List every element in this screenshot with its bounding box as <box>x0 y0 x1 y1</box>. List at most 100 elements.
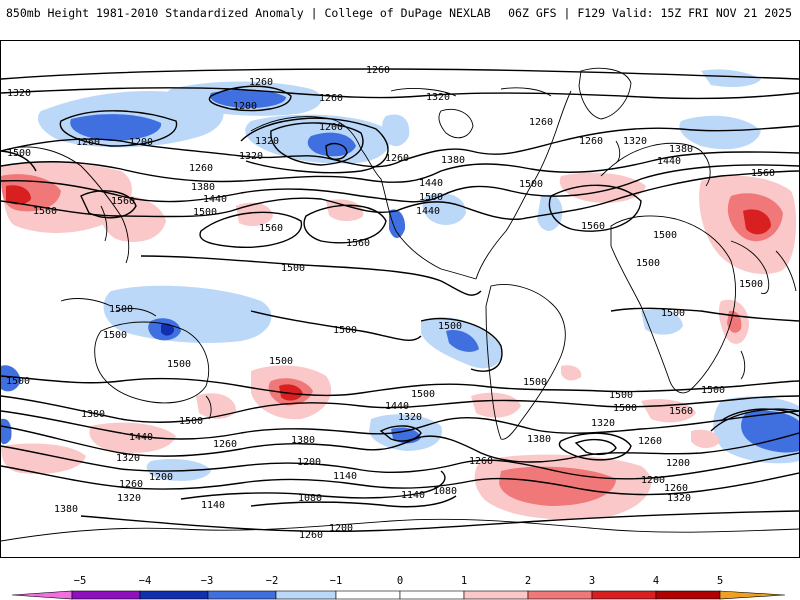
contour-label: 1320 <box>591 418 615 429</box>
anomaly-negative-west-edge-south <box>1 418 12 445</box>
colorbar-swatch-neg1 <box>275 590 337 600</box>
colorbar-tick-label: −3 <box>200 575 214 587</box>
contour-1380-nh <box>1 151 799 183</box>
contour-indian-low-2 <box>710 408 799 432</box>
anomaly-colorbar <box>11 590 786 600</box>
colorbar-tick-label: −1 <box>329 575 343 587</box>
contour-label: 1560 <box>751 168 775 179</box>
contour-label: 1500 <box>419 192 443 203</box>
contour-1560-pacific-high-east <box>303 204 387 244</box>
coastline-india <box>775 250 797 292</box>
contour-1500-east-pacific <box>420 317 503 372</box>
anomaly-positive-middle-east-peak <box>743 209 771 235</box>
contour-label: 1260 <box>249 77 273 88</box>
contour-label: 1380 <box>291 435 315 446</box>
contour-label: 1500 <box>7 148 31 159</box>
coastline-madagascar <box>740 350 746 380</box>
coastline-arctic-islands <box>390 87 552 97</box>
contour-1560-atlantic-high <box>548 184 642 232</box>
contour-label: 1260 <box>189 163 213 174</box>
contour-south-atlantic-low <box>558 432 632 461</box>
colorbar-swatch-pos4 <box>655 590 721 600</box>
contour-label: 1200 <box>149 472 173 483</box>
anomaly-negative-australia-north-core <box>161 323 175 336</box>
coastline-australia <box>94 321 210 404</box>
contour-1440-nh <box>1 164 799 203</box>
contour-label: 1320 <box>239 151 263 162</box>
coastline-greenland <box>578 67 632 120</box>
contour-label: 1320 <box>255 136 279 147</box>
contour-label: 1500 <box>411 389 435 400</box>
colorbar-tick-label: −2 <box>265 575 279 587</box>
anomaly-negative-us-central <box>422 193 466 225</box>
map-panel[interactable]: 1260 1320 1260 1200 1260 1200 1260 1320 … <box>0 40 800 558</box>
anomaly-negative-arctic-europe <box>701 69 761 87</box>
contour-label: 1140 <box>401 490 425 501</box>
contour-label: 1500 <box>636 258 660 269</box>
contour-label: 1500 <box>333 325 357 336</box>
contour-label: 1200 <box>641 475 665 486</box>
anomaly-positive-north-pacific <box>236 202 273 227</box>
contour-label: 1440 <box>419 178 443 189</box>
contour-label: 1500 <box>269 356 293 367</box>
coastline-hudson-bay <box>438 108 474 139</box>
anomaly-negative-indian-ocean <box>641 308 683 335</box>
contour-label: 1380 <box>527 434 551 445</box>
contour-labels: 1260 1320 1260 1200 1260 1200 1260 1320 … <box>6 65 775 541</box>
anomaly-negative-north-pacific-core <box>70 114 162 141</box>
colorbar-swatches <box>11 590 786 600</box>
contour-label: 1500 <box>179 416 203 427</box>
contour-pacific-low <box>379 425 422 442</box>
contour-label: 1500 <box>281 263 305 274</box>
colorbar-swatch-pos2 <box>527 590 593 600</box>
contour-1440-sh <box>1 395 799 423</box>
contour-label: 1560 <box>669 406 693 417</box>
contour-label: 1260 <box>299 530 323 541</box>
contour-1320-nh <box>1 125 799 168</box>
contour-label: 1380 <box>191 182 215 193</box>
contour-1200-alaska <box>270 122 364 166</box>
contour-label: 1200 <box>319 122 343 133</box>
contour-label: 1440 <box>129 432 153 443</box>
map-title: 850mb Height 1981-2010 Standardized Anom… <box>6 6 491 20</box>
contour-label: 1440 <box>385 401 409 412</box>
colorbar-swatch-neg3 <box>139 590 209 600</box>
contour-1200-north-pacific-low <box>208 85 292 112</box>
contour-label: 1260 <box>638 436 662 447</box>
anomaly-negative-southern-ocean-indian-core <box>741 410 799 453</box>
coastline-north-america-east <box>475 90 572 280</box>
contour-label: 1380 <box>81 409 105 420</box>
coastline-arabia <box>730 240 770 294</box>
anomaly-positive-north-pacific-east <box>326 199 364 222</box>
contour-label: 1260 <box>529 117 553 128</box>
anomaly-positive-atlantic-north <box>559 172 646 203</box>
coastline-east-asia <box>1 146 130 264</box>
contour-label: 1500 <box>519 179 543 190</box>
colorbar-swatch-zero-pos <box>399 590 465 600</box>
contour-label: 1440 <box>203 194 227 205</box>
colorbar-swatch-pos3 <box>591 590 657 600</box>
model-run-valid-time: 06Z GFS | F129 Valid: 15Z FRI NOV 21 202… <box>508 6 792 20</box>
contour-label: 1440 <box>416 206 440 217</box>
contour-label: 1500 <box>103 330 127 341</box>
height-contours <box>1 68 799 533</box>
contour-label: 1560 <box>259 223 283 234</box>
contour-label: 1560 <box>33 206 57 217</box>
contour-label: 1500 <box>523 377 547 388</box>
anomaly-positive-siberia-west-peak <box>6 185 31 205</box>
contour-label: 1260 <box>469 456 493 467</box>
colorbar-swatch-pos1 <box>463 590 529 600</box>
contour-indian-low <box>720 408 799 422</box>
contour-label: 1320 <box>667 493 691 504</box>
contour-label: 1200 <box>666 458 690 469</box>
contour-label: 1320 <box>426 92 450 103</box>
contour-label: 1320 <box>7 88 31 99</box>
contour-1260-alaska <box>240 117 389 174</box>
contour-label: 1140 <box>333 471 357 482</box>
contour-label: 1500 <box>6 376 30 387</box>
contour-label: 1260 <box>213 439 237 450</box>
contour-1500-tropics-2 <box>250 310 422 341</box>
anomaly-positive-southern-ocean-tasman <box>89 422 176 453</box>
colorbar-tick-label: 0 <box>396 575 404 587</box>
coastline-japan <box>100 205 108 242</box>
